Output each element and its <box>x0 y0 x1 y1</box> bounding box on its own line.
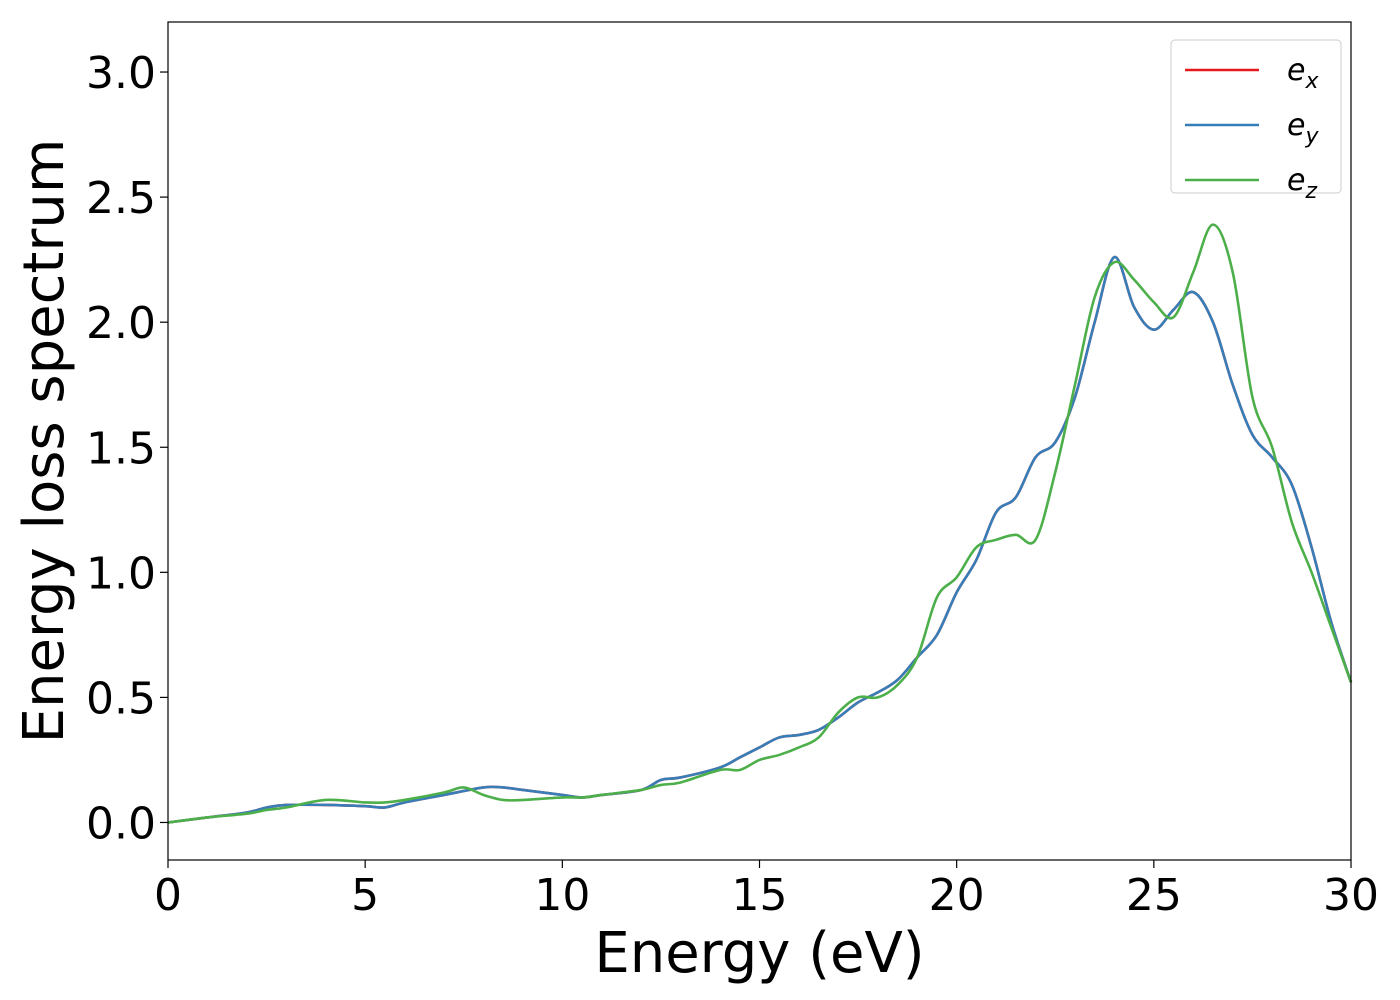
x-tick-label: 15 <box>732 870 788 921</box>
plot-lines <box>167 223 1353 824</box>
y-tick-label: 0.0 <box>86 798 156 849</box>
y-tick-label: 1.0 <box>86 548 156 599</box>
series-line-x <box>167 255 1353 824</box>
y-axis-label: Energy loss spectrum <box>12 139 77 744</box>
x-tick-label: 0 <box>154 870 182 921</box>
x-tick-label: 30 <box>1323 870 1379 921</box>
y-tick-label: 2.5 <box>86 173 156 224</box>
x-tick-label: 10 <box>534 870 590 921</box>
x-tick-label: 20 <box>929 870 985 921</box>
y-axis-ticks: 0.0 0.5 1.0 1.5 2.0 2.5 3.0 <box>86 48 168 849</box>
x-axis-label: Energy (eV) <box>594 921 924 986</box>
legend-label-y: ey <box>1287 108 1319 149</box>
legend-label-x: ex <box>1287 53 1319 94</box>
legend-label-z: ez <box>1287 163 1317 204</box>
y-tick-label: 0.5 <box>86 673 156 724</box>
legend: ex ey ez <box>1170 39 1342 204</box>
x-tick-label: 5 <box>351 870 379 921</box>
y-tick-label: 3.0 <box>86 48 156 99</box>
y-tick-label: 1.5 <box>86 423 156 474</box>
legend-box <box>1170 39 1342 194</box>
x-axis-ticks: 0 5 10 15 20 25 30 <box>154 860 1379 921</box>
plot-frame <box>167 21 1352 861</box>
series-line-z <box>167 223 1353 824</box>
x-tick-label: 25 <box>1126 870 1182 921</box>
series-line-y <box>167 255 1353 824</box>
y-tick-label: 2.0 <box>86 298 156 349</box>
